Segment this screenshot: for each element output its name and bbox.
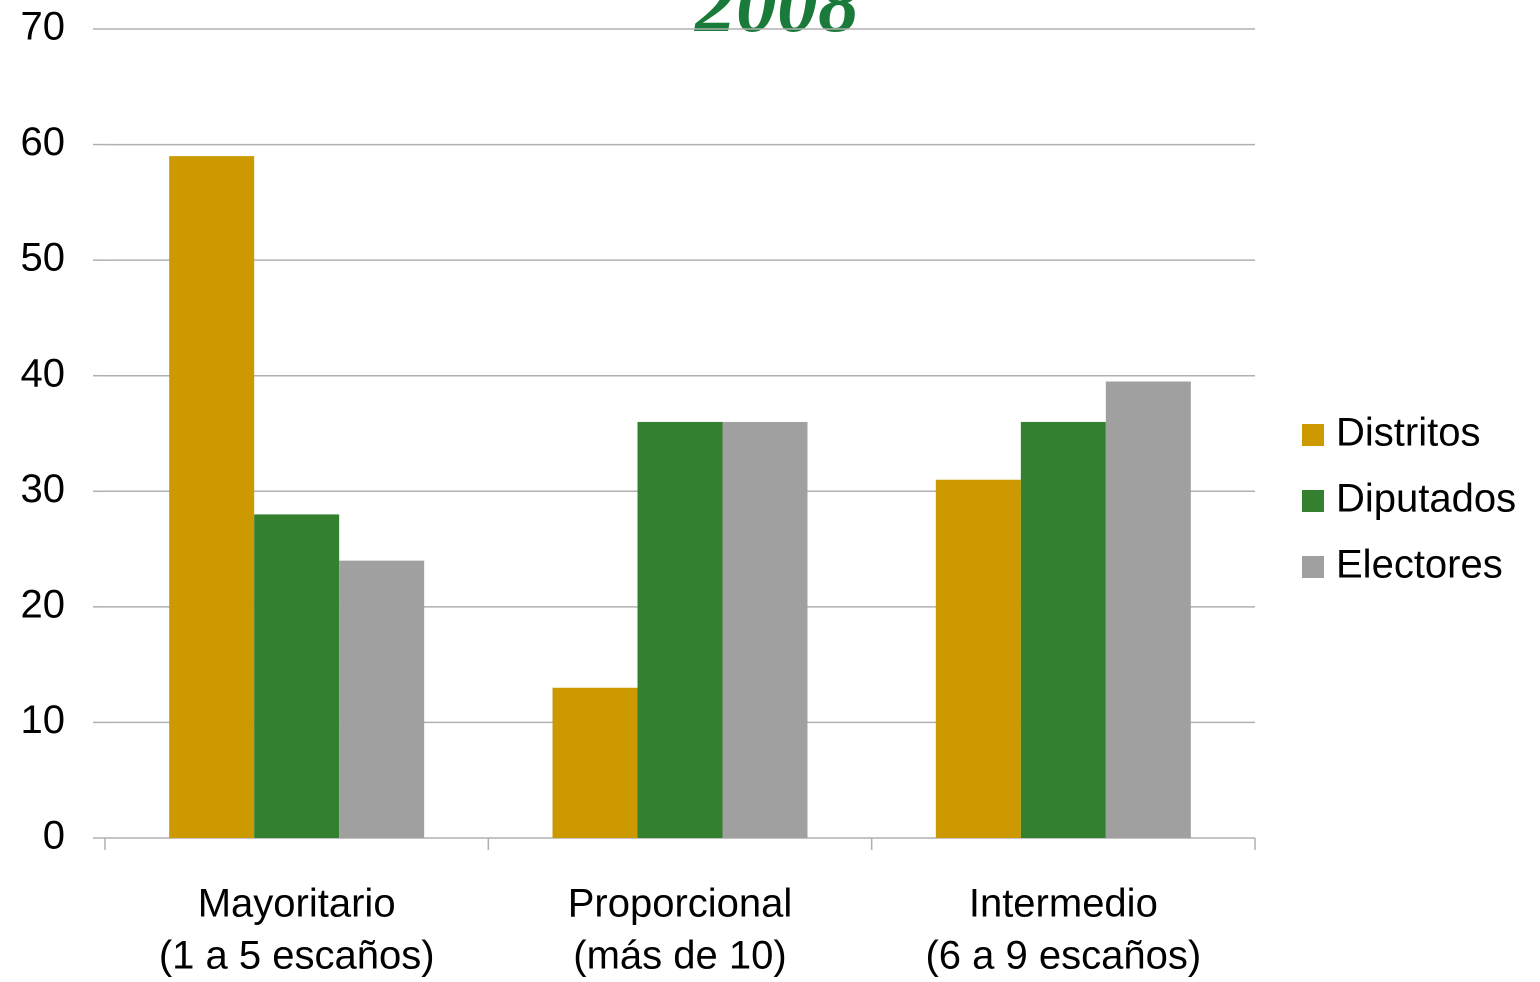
- y-tick-label: 50: [21, 236, 66, 280]
- bar: [1105, 381, 1191, 838]
- y-tick-label: 10: [21, 698, 66, 742]
- bar: [935, 479, 1021, 838]
- bar: [169, 156, 255, 839]
- legend-swatch: [1302, 490, 1324, 512]
- legend-swatch: [1302, 556, 1324, 578]
- bar: [637, 421, 723, 838]
- bar: [254, 514, 340, 838]
- x-tick-label: Mayoritario: [198, 882, 396, 926]
- legend-label: Electores: [1336, 543, 1503, 587]
- y-tick-label: 20: [21, 582, 66, 626]
- x-tick-label: Proporcional: [568, 882, 793, 926]
- y-tick-label: 70: [21, 5, 66, 49]
- chart-title: 2008: [694, 0, 859, 49]
- x-tick-label: Intermedio: [969, 882, 1158, 926]
- x-tick-label: (más de 10): [573, 934, 786, 978]
- legend-label: Distritos: [1336, 411, 1480, 455]
- y-tick-label: 40: [21, 351, 66, 395]
- bar: [1020, 421, 1106, 838]
- bar: [722, 421, 808, 838]
- bar: [552, 687, 638, 838]
- y-tick-label: 0: [43, 814, 65, 858]
- y-tick-label: 60: [21, 120, 66, 164]
- legend-label: Diputados: [1336, 477, 1516, 521]
- y-tick-label: 30: [21, 467, 66, 511]
- bar: [339, 560, 425, 838]
- legend-swatch: [1302, 424, 1324, 446]
- x-tick-label: (6 a 9 escaños): [925, 934, 1201, 978]
- x-tick-label: (1 a 5 escaños): [159, 934, 435, 978]
